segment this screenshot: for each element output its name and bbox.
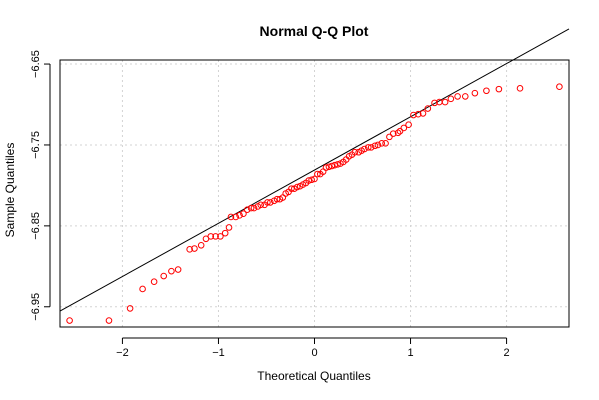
data-point [495,85,503,93]
data-point [378,140,386,147]
data-point [150,278,158,285]
data-point [225,224,233,231]
plot-frame [59,59,570,328]
data-point [400,124,408,132]
data-point [168,267,175,275]
data-point [250,204,258,212]
x-axis-title: Theoretical Quantiles [257,369,370,383]
data-point [305,177,313,184]
data-point [288,185,295,192]
data-point [471,89,479,97]
data-point [314,170,321,178]
chart-title: Normal Q-Q Plot [260,23,369,39]
data-point [556,83,563,90]
data-point [105,317,113,324]
points [66,83,563,324]
data-point [267,199,274,206]
data-point [394,129,402,137]
data-point [217,233,224,240]
data-point [386,133,393,141]
y-tick-label: −6.65 [30,50,42,78]
data-point [431,99,438,107]
data-point [322,164,330,171]
data-point [389,130,397,137]
data-point [364,144,372,151]
data-point [447,95,455,103]
data-point [374,141,382,149]
data-point [247,204,255,212]
reference-line [59,28,570,312]
data-point [126,305,134,312]
data-point [66,317,73,324]
data-point [334,161,341,168]
data-point [186,246,193,253]
data-point [139,285,146,293]
reference-line-layer [59,28,570,312]
data-point [461,93,469,100]
x-tick-label: 1 [407,347,413,359]
y-tick-label: −6.85 [30,212,42,240]
data-point [328,162,336,170]
data-point [240,210,247,218]
data-point [243,206,251,213]
y-axis: −6.95 −6.85 −6.75 −6.65 [30,50,51,321]
y-tick-label: −6.75 [30,131,42,159]
data-point [516,85,524,92]
data-point [257,201,265,209]
data-point [331,161,338,169]
data-point [361,145,368,153]
data-point [371,142,379,150]
y-tick-label: −6.95 [30,293,42,321]
data-point [367,144,375,151]
data-point [207,233,215,240]
data-point [382,140,389,147]
data-point [191,245,198,252]
data-point [405,121,412,129]
data-point [419,110,427,117]
y-axis-title: Sample Quantiles [3,143,17,238]
data-point [197,241,205,249]
x-axis: −2 −1 0 1 2 [116,337,510,359]
data-point [410,111,417,119]
x-tick-label: −2 [116,347,129,359]
data-point [273,195,281,203]
data-point [264,199,271,206]
data-point [311,175,318,183]
data-point [351,148,359,156]
data-point [221,229,229,237]
data-point [236,212,243,219]
x-tick-label: −1 [212,347,225,359]
data-point [325,163,333,171]
data-point [293,183,301,191]
data-point [174,266,182,273]
data-point [441,98,449,106]
x-tick-label: 0 [311,347,317,359]
data-point [454,93,461,100]
data-point [424,105,432,112]
data-point [160,272,168,280]
grid [60,60,569,327]
data-point [396,127,404,135]
data-point [308,176,315,184]
data-point [414,110,422,118]
data-point [483,87,490,95]
data-point [227,213,235,221]
data-point [212,233,219,240]
data-point [232,213,240,221]
x-tick-label: 2 [504,347,510,359]
